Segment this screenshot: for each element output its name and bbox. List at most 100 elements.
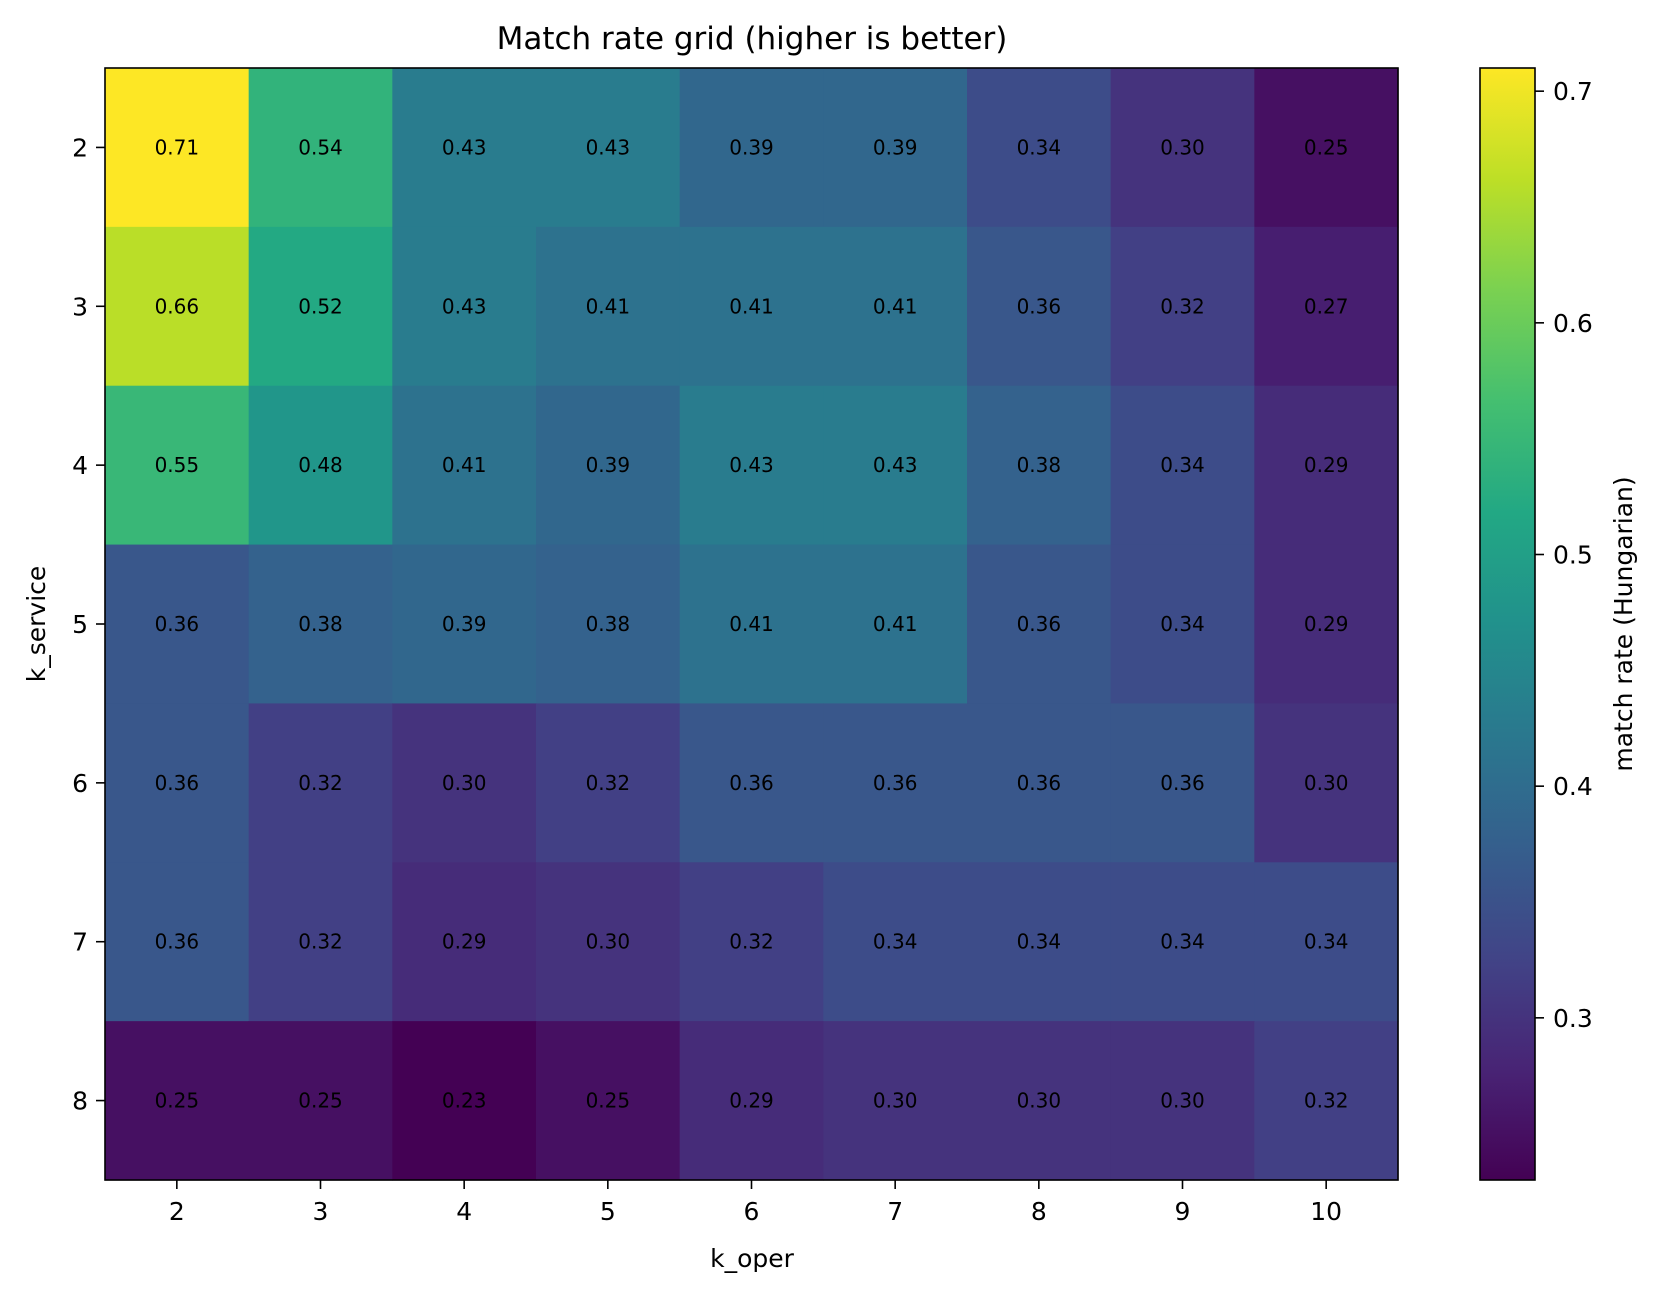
cell-value-label: 0.32	[298, 771, 343, 795]
x-axis-label: k_oper	[710, 1244, 795, 1273]
heatmap-cell	[536, 544, 681, 705]
cell-value-label: 0.30	[1160, 135, 1205, 159]
heatmap-cell	[679, 703, 824, 863]
cell-value-label: 0.36	[729, 771, 774, 795]
y-tick-label: 6	[72, 769, 88, 798]
cell-value-label: 0.23	[442, 1089, 487, 1113]
heatmap-cell	[823, 68, 968, 228]
cell-value-label: 0.39	[586, 453, 631, 477]
heatmap-cell	[1110, 385, 1255, 546]
heatmap-cell	[823, 544, 968, 705]
heatmap-cell	[1254, 1021, 1399, 1181]
heatmap-cell	[679, 226, 824, 387]
heatmap-cell	[967, 1021, 1112, 1181]
colorbar-tick-label: 0.3	[1553, 1004, 1593, 1033]
y-tick-label: 5	[72, 610, 88, 639]
heatmap-cell	[823, 226, 968, 387]
heatmap-cell	[536, 703, 681, 863]
heatmap-cell	[1110, 68, 1255, 228]
chart-title: Match rate grid (higher is better)	[497, 21, 1008, 57]
cell-value-label: 0.34	[1160, 930, 1205, 954]
cell-value-label: 0.34	[1160, 453, 1205, 477]
cell-value-label: 0.43	[586, 135, 631, 159]
heatmap-cell	[679, 1021, 824, 1181]
y-tick-label: 7	[72, 928, 88, 957]
heatmap-cell	[1254, 226, 1399, 387]
heatmap-cell	[1110, 1021, 1255, 1181]
heatmap-cell	[967, 68, 1112, 228]
heatmap-cell	[1110, 544, 1255, 705]
cell-value-label: 0.41	[729, 294, 774, 318]
x-tick-label: 6	[744, 1197, 760, 1226]
heatmap-cell	[248, 226, 393, 387]
cell-value-label: 0.32	[729, 930, 774, 954]
cell-value-label: 0.30	[442, 771, 487, 795]
colorbar-tick-label: 0.6	[1553, 309, 1593, 338]
cell-value-label: 0.43	[729, 453, 774, 477]
heatmap-cell	[392, 68, 537, 228]
heatmap-cell	[1254, 544, 1399, 705]
heatmap-cell	[248, 1021, 393, 1181]
x-tick-label: 10	[1310, 1197, 1342, 1226]
heatmap-cell	[1110, 226, 1255, 387]
heatmap-cell	[392, 862, 537, 1022]
colorbar-tick-label: 0.4	[1553, 772, 1593, 801]
heatmap-cell	[1254, 385, 1399, 546]
cell-value-label: 0.41	[873, 294, 918, 318]
cell-value-label: 0.36	[155, 930, 200, 954]
heatmap-cell	[248, 703, 393, 863]
x-axis: 2 3 4 5 6 7 8 9 10	[169, 1180, 1342, 1226]
cell-value-label: 0.52	[298, 294, 343, 318]
cell-value-label: 0.36	[1160, 771, 1205, 795]
heatmap-cell	[392, 544, 537, 705]
heatmap-cell	[392, 1021, 537, 1181]
heatmap-cell	[248, 385, 393, 546]
cell-value-label: 0.32	[298, 930, 343, 954]
cell-value-label: 0.36	[1017, 612, 1062, 636]
heatmap-cell	[536, 862, 681, 1022]
heatmap-cell	[392, 703, 537, 863]
cell-value-label: 0.41	[729, 612, 774, 636]
cell-value-label: 0.55	[155, 453, 200, 477]
cell-value-label: 0.25	[298, 1089, 343, 1113]
colorbar-tick-label: 0.7	[1553, 77, 1593, 106]
cell-value-label: 0.29	[1304, 612, 1349, 636]
cell-value-label: 0.39	[873, 135, 918, 159]
cell-value-label: 0.29	[442, 930, 487, 954]
y-tick-label: 4	[72, 451, 88, 480]
cell-value-label: 0.54	[298, 135, 343, 159]
heatmap-cell	[248, 862, 393, 1022]
cell-value-label: 0.38	[1017, 453, 1062, 477]
heatmap-cell	[967, 385, 1112, 546]
colorbar-ticks: 0.3 0.4 0.5 0.6 0.7	[1535, 77, 1593, 1033]
colorbar	[1479, 67, 1536, 1181]
heatmap-cell	[105, 862, 250, 1022]
heatmap-cell	[105, 226, 250, 387]
heatmap-cell	[967, 862, 1112, 1022]
heatmap-cell	[967, 544, 1112, 705]
cell-value-label: 0.34	[1160, 612, 1205, 636]
x-tick-label: 5	[600, 1197, 616, 1226]
heatmap-cell	[392, 385, 537, 546]
heatmap-cell	[679, 68, 824, 228]
heatmap-cell	[105, 68, 250, 228]
colorbar-label: match rate (Hungarian)	[1609, 476, 1638, 771]
cell-value-label: 0.36	[1017, 771, 1062, 795]
cell-value-label: 0.25	[586, 1089, 631, 1113]
cell-value-label: 0.32	[1160, 294, 1205, 318]
heatmap-cell	[248, 544, 393, 705]
x-tick-label: 2	[169, 1197, 185, 1226]
cell-value-label: 0.39	[729, 135, 774, 159]
cell-value-label: 0.27	[1304, 294, 1349, 318]
heatmap-cell	[679, 544, 824, 705]
y-tick-label: 3	[72, 292, 88, 321]
heatmap-cell	[248, 68, 393, 228]
heatmap-cell	[1254, 703, 1399, 863]
heatmap-cell	[1254, 68, 1399, 228]
cell-value-label: 0.30	[1160, 1089, 1205, 1113]
cell-value-label: 0.25	[155, 1089, 200, 1113]
cell-value-label: 0.38	[298, 612, 343, 636]
cell-value-label: 0.38	[586, 612, 631, 636]
heatmap-cells	[105, 68, 1399, 1181]
